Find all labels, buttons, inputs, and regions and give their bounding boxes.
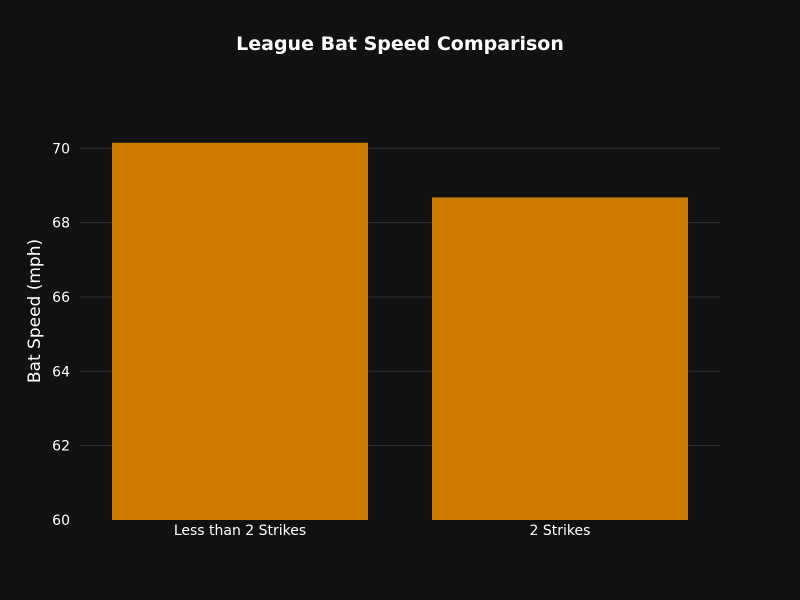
x-tick-label: 2 Strikes — [530, 523, 591, 539]
y-tick-label: 70 — [52, 141, 70, 157]
bar — [112, 142, 368, 521]
y-tick-label: 62 — [52, 439, 70, 455]
y-tick-label: 68 — [52, 216, 70, 232]
bar — [432, 197, 688, 520]
y-tick-label: 60 — [52, 513, 70, 529]
bars — [112, 142, 688, 521]
y-axis-ticks: 60 62 64 66 68 70 — [52, 141, 70, 529]
x-axis-ticks: Less than 2 Strikes 2 Strikes — [174, 523, 591, 539]
chart-title: League Bat Speed Comparison — [236, 33, 564, 55]
x-tick-label: Less than 2 Strikes — [174, 523, 306, 539]
y-tick-label: 66 — [52, 290, 70, 306]
y-axis-label: Bat Speed (mph) — [25, 239, 45, 383]
y-tick-label: 64 — [52, 364, 70, 380]
